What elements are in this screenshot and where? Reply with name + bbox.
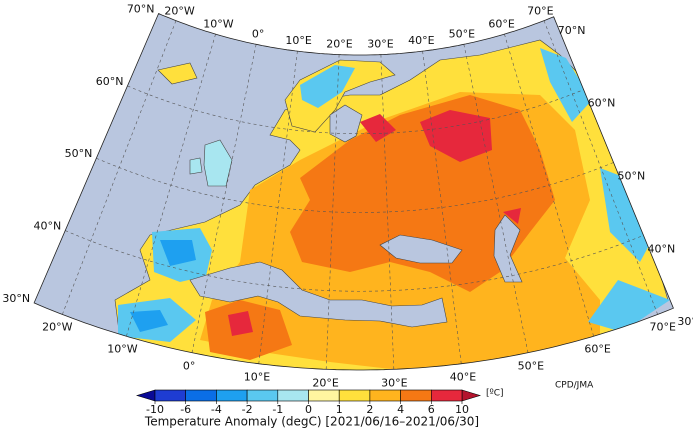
colorbar-tick-label: 2 (366, 403, 373, 416)
longitude-label: 30°E (381, 376, 407, 389)
anomaly-region (588, 280, 670, 332)
colorbar: -10 -6 -4 -2 -1 0 1 2 4 6 10[ºC] (135, 389, 504, 416)
map-frame (33, 12, 674, 371)
latitude-label: 30°N (2, 292, 30, 305)
latitude-label: 60°N (96, 75, 124, 88)
title: Temperature Anomaly (degC) [2021/06/16–2… (144, 415, 479, 429)
parallel (65, 230, 644, 292)
iceland (157, 62, 198, 85)
colorbar-tick-label: 4 (397, 403, 404, 416)
colorbar-segment (369, 389, 401, 402)
latitude-label: 70°N (127, 3, 155, 16)
latitude-label: 40°N (647, 242, 675, 255)
colorbar-tick-label: 10 (455, 403, 469, 416)
longitude-label: 40°E (450, 371, 476, 384)
colorbar-segment (277, 389, 309, 402)
latitude-label: 70°N (558, 24, 586, 37)
meridian (380, 54, 395, 370)
colorbar-segment (430, 389, 463, 402)
colorbar-tick-label: -6 (180, 403, 191, 416)
anomaly-region (420, 110, 492, 162)
longitude-label: 50°E (449, 28, 475, 41)
latitude-label: 30°N (677, 315, 693, 328)
longitude-label: 60°E (584, 343, 610, 356)
colorbar-segment (400, 389, 432, 402)
longitude-label: 10°E (244, 371, 270, 384)
credit: CPD/JMA (555, 381, 594, 391)
colorbar-tick-label: 1 (336, 403, 343, 416)
longitude-label: 0° (183, 359, 196, 372)
latitude-label: 50°N (618, 169, 646, 182)
anomaly-region (228, 311, 253, 336)
longitude-label: 50°E (518, 359, 544, 372)
colorbar-segment (246, 389, 279, 402)
colorbar-tick-label: -1 (272, 403, 283, 416)
colorbar-segment (308, 389, 340, 402)
graticule-labels: 20°W 10°W 0° 10°E 20°E 30°E 40°E 50°E 60°E 70°E 20… (2, 3, 693, 390)
map-area (34, 13, 674, 370)
anomaly-region (360, 114, 396, 142)
colorbar-segment (185, 389, 217, 402)
longitude-label: 30°E (367, 38, 393, 51)
colorbar-over (461, 389, 482, 402)
longitude-label: 20°W (164, 4, 194, 17)
baltic-sea (329, 104, 363, 143)
longitude-label: 70°E (649, 320, 675, 333)
colorbar-tick-label: -10 (146, 403, 164, 416)
colorbar-segment (338, 389, 371, 402)
colorbar-segment (154, 389, 187, 402)
anomaly-region (503, 208, 521, 224)
longitude-label: 0° (252, 28, 265, 41)
colorbar-under (135, 389, 156, 402)
longitude-label: 10°W (203, 18, 233, 31)
longitude-label: 60°E (488, 18, 514, 31)
latitude-label: 50°N (65, 147, 93, 160)
anomaly-region (600, 168, 652, 262)
longitude-label: 70°E (527, 4, 553, 17)
colorbar-tick-label: -2 (242, 403, 253, 416)
colorbar-tick-label: -4 (211, 403, 222, 416)
longitude-label: 10°E (285, 34, 311, 47)
ireland (189, 157, 203, 175)
parallel (127, 85, 584, 135)
meridian (463, 44, 529, 353)
longitude-label: 20°E (312, 376, 338, 389)
longitude-label: 20°E (326, 38, 352, 51)
colorbar-unit: [ºC] (486, 389, 504, 399)
british-isles (203, 139, 233, 187)
longitude-label: 40°E (408, 34, 434, 47)
anomaly-region (540, 48, 592, 122)
latitude-label: 40°N (34, 220, 62, 233)
meridian (422, 51, 462, 364)
colorbar-tick-label: 0 (305, 403, 312, 416)
anomaly-region (300, 65, 355, 108)
mediterranean-sea (189, 261, 448, 328)
colorbar-segment (216, 389, 248, 402)
latitude-label: 60°N (588, 97, 616, 110)
meridian (325, 54, 340, 370)
black-sea (379, 234, 463, 264)
longitude-label: 10°W (107, 343, 137, 356)
anomaly-region (130, 310, 168, 332)
longitude-label: 20°W (42, 320, 72, 333)
anomaly-region (160, 240, 196, 266)
parallel (96, 157, 614, 213)
colorbar-tick-label: 6 (428, 403, 435, 416)
